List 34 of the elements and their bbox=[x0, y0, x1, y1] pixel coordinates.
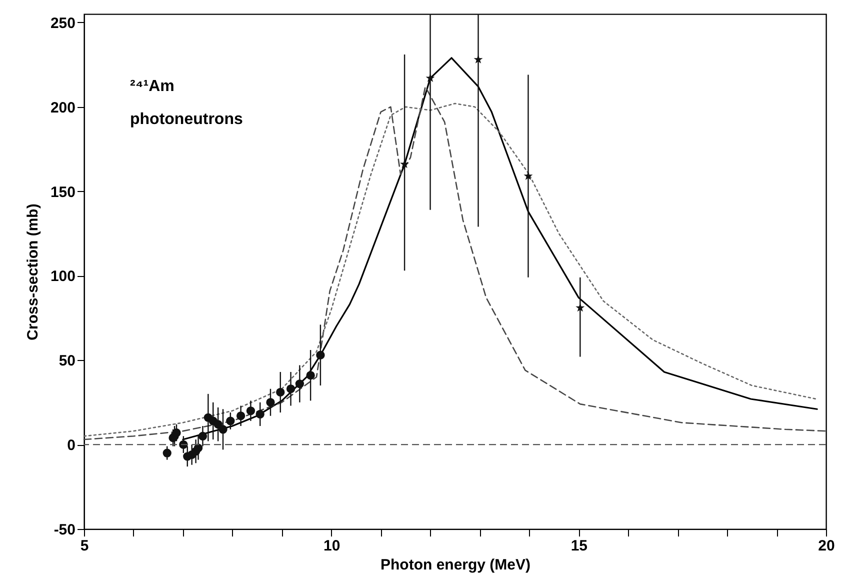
point bbox=[316, 350, 325, 360]
x-tick-label: 15 bbox=[570, 538, 588, 554]
y-tick-label: 0 bbox=[67, 437, 76, 454]
point bbox=[162, 448, 172, 458]
annotation: ²⁴¹Am bbox=[130, 78, 174, 95]
point bbox=[198, 432, 208, 440]
x-axis-title: Photon energy (MeV) bbox=[380, 556, 531, 573]
point bbox=[246, 406, 256, 416]
point bbox=[295, 379, 304, 388]
point bbox=[276, 388, 285, 397]
annotation: photoneutrons bbox=[130, 111, 243, 128]
point bbox=[172, 428, 181, 438]
y-tick-label: 50 bbox=[58, 352, 76, 370]
y-axis-title: Cross-section (mb) bbox=[24, 204, 42, 340]
point bbox=[218, 425, 228, 434]
point bbox=[426, 73, 435, 82]
y-tick-label: 200 bbox=[50, 99, 76, 116]
x-tick-label: 20 bbox=[818, 538, 835, 554]
y-tick-label: 100 bbox=[50, 268, 76, 286]
point bbox=[226, 416, 235, 426]
point bbox=[474, 54, 483, 64]
point bbox=[576, 303, 585, 312]
point bbox=[286, 384, 296, 394]
point bbox=[194, 444, 203, 452]
point bbox=[266, 398, 275, 407]
x-tick-label: 10 bbox=[323, 538, 340, 554]
point bbox=[214, 420, 222, 429]
y-tick-label: 150 bbox=[50, 184, 76, 201]
x-tick-label: 5 bbox=[80, 538, 89, 554]
y-tick-label: -50 bbox=[54, 522, 76, 538]
point bbox=[256, 410, 264, 418]
point bbox=[306, 371, 315, 380]
y-tick-label: 250 bbox=[50, 14, 76, 32]
point bbox=[236, 412, 246, 420]
